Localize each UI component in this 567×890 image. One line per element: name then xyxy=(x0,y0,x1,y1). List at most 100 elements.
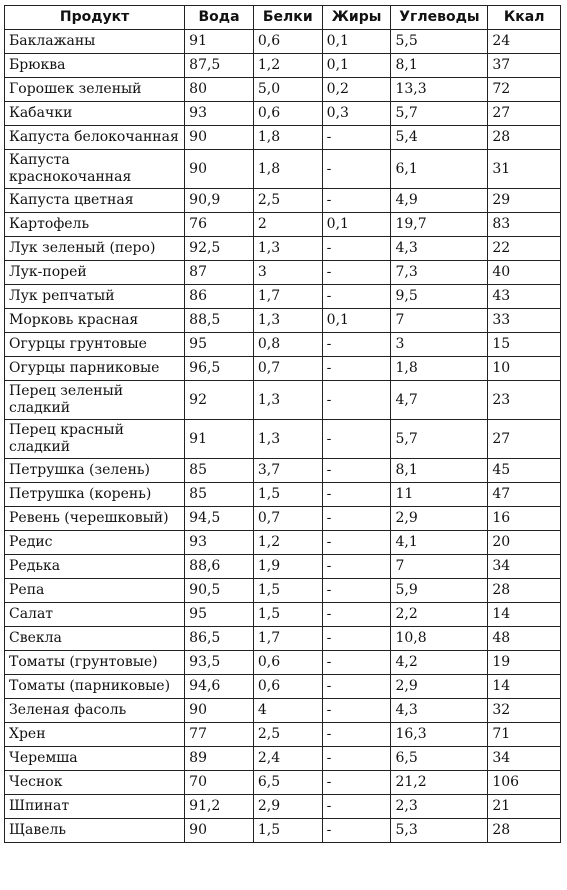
cell-product: Баклажаны xyxy=(3,29,186,54)
table-row: Шпинат 91,2 2,9-2,3 21 xyxy=(3,794,561,819)
cell-protein: 0,6 xyxy=(252,650,323,675)
cell-protein: 0,6 xyxy=(252,674,323,699)
table-row: Свекла 86,5 1,7-10,8 48 xyxy=(3,626,561,651)
cell-water: 94,5 xyxy=(184,506,254,531)
cell-carbs: 2,2 xyxy=(390,602,489,627)
cell-protein: 1,3 xyxy=(252,419,323,459)
cell-carbs: 2,9 xyxy=(390,674,489,699)
cell-product: Картофель xyxy=(3,212,186,237)
cell-fat: - xyxy=(321,722,392,747)
cell-fat: - xyxy=(321,554,392,579)
cell-kcal: 28 xyxy=(487,578,561,603)
cell-water: 92 xyxy=(184,380,254,420)
cell-protein: 3 xyxy=(252,260,323,285)
cell-protein: 1,8 xyxy=(252,149,323,189)
cell-carbs: 7,3 xyxy=(390,260,489,285)
cell-fat: - xyxy=(321,506,392,531)
cell-product: Редис xyxy=(3,530,186,555)
cell-carbs: 9,5 xyxy=(390,284,489,309)
cell-water: 91 xyxy=(184,419,254,459)
table-row: Лук-порей 87 3-7,3 40 xyxy=(3,260,561,285)
table-row: Картофель 76 2 0,1 19,7 83 xyxy=(3,212,561,237)
cell-protein: 2,5 xyxy=(252,722,323,747)
cell-water: 90 xyxy=(184,149,254,189)
cell-carbs: 5,3 xyxy=(390,818,489,843)
cell-protein: 1,5 xyxy=(252,602,323,627)
cell-water: 90 xyxy=(184,125,254,150)
cell-kcal: 14 xyxy=(487,674,561,699)
cell-kcal: 71 xyxy=(487,722,561,747)
cell-water: 90,5 xyxy=(184,578,254,603)
cell-kcal: 27 xyxy=(487,419,561,459)
cell-protein: 1,3 xyxy=(252,380,323,420)
cell-water: 90,9 xyxy=(184,188,254,213)
table-row: Баклажаны 91 0,6 0,1 5,5 24 xyxy=(3,29,561,54)
cell-carbs: 5,4 xyxy=(390,125,489,150)
cell-protein: 1,2 xyxy=(252,53,323,78)
cell-fat: - xyxy=(321,188,392,213)
cell-fat: - xyxy=(321,818,392,843)
cell-carbs: 13,3 xyxy=(390,77,489,102)
cell-carbs: 8,1 xyxy=(390,53,489,78)
cell-kcal: 14 xyxy=(487,602,561,627)
cell-fat: - xyxy=(321,332,392,357)
table-row: Томаты (парниковые) 94,6 0,6-2,9 14 xyxy=(3,674,561,699)
cell-water: 77 xyxy=(184,722,254,747)
cell-protein: 1,3 xyxy=(252,308,323,333)
header-row: Продукт Вода Белки Жиры Углеводы Ккал xyxy=(3,5,561,30)
cell-carbs: 5,5 xyxy=(390,29,489,54)
cell-fat: 0,1 xyxy=(321,212,392,237)
table-row: Редис 93 1,2-4,1 20 xyxy=(3,530,561,555)
cell-fat: - xyxy=(321,125,392,150)
cell-kcal: 28 xyxy=(487,125,561,150)
cell-kcal: 21 xyxy=(487,794,561,819)
cell-water: 91,2 xyxy=(184,794,254,819)
cell-fat: - xyxy=(321,602,392,627)
table-row: Огурцы грунтовые 95 0,8-3 15 xyxy=(3,332,561,357)
cell-fat: - xyxy=(321,380,392,420)
cell-fat: - xyxy=(321,260,392,285)
table-row: Редька 88,6 1,9-7 34 xyxy=(3,554,561,579)
header-water: Вода xyxy=(184,5,254,30)
table-row: Хрен 77 2,5-16,3 71 xyxy=(3,722,561,747)
cell-product: Лук репчатый xyxy=(3,284,186,309)
cell-protein: 1,9 xyxy=(252,554,323,579)
cell-kcal: 48 xyxy=(487,626,561,651)
cell-protein: 2,4 xyxy=(252,746,323,771)
cell-product: Капуста цветная xyxy=(3,188,186,213)
cell-protein: 1,7 xyxy=(252,626,323,651)
cell-water: 95 xyxy=(184,602,254,627)
cell-water: 80 xyxy=(184,77,254,102)
cell-water: 90 xyxy=(184,698,254,723)
cell-fat: - xyxy=(321,530,392,555)
table-row: Лук репчатый 86 1,7-9,5 43 xyxy=(3,284,561,309)
cell-fat: 0,3 xyxy=(321,101,392,126)
cell-protein: 1,2 xyxy=(252,530,323,555)
cell-product: Томаты (грунтовые) xyxy=(3,650,186,675)
table-row: Ревень (черешковый) 94,5 0,7-2,9 16 xyxy=(3,506,561,531)
table-row: Перец красный сладкий 91 1,3-5,7 27 xyxy=(3,419,561,459)
cell-product: Брюква xyxy=(3,53,186,78)
header-product: Продукт xyxy=(3,5,186,30)
cell-product: Репа xyxy=(3,578,186,603)
table-row: Лук зеленый (перо) 92,5 1,3-4,3 22 xyxy=(3,236,561,261)
table-row: Горошек зеленый 80 5,0 0,2 13,3 72 xyxy=(3,77,561,102)
cell-carbs: 2,3 xyxy=(390,794,489,819)
cell-fat: - xyxy=(321,419,392,459)
cell-water: 87,5 xyxy=(184,53,254,78)
cell-product: Горошек зеленый xyxy=(3,77,186,102)
cell-fat: - xyxy=(321,236,392,261)
cell-carbs: 6,5 xyxy=(390,746,489,771)
cell-carbs: 10,8 xyxy=(390,626,489,651)
cell-carbs: 19,7 xyxy=(390,212,489,237)
cell-kcal: 37 xyxy=(487,53,561,78)
table-row: Капуста белокочанная 90 1,8-5,4 28 xyxy=(3,125,561,150)
cell-product: Томаты (парниковые) xyxy=(3,674,186,699)
cell-carbs: 4,7 xyxy=(390,380,489,420)
table-row: Томаты (грунтовые) 93,5 0,6-4,2 19 xyxy=(3,650,561,675)
cell-protein: 1,5 xyxy=(252,818,323,843)
cell-product: Ревень (черешковый) xyxy=(3,506,186,531)
cell-product: Черемша xyxy=(3,746,186,771)
cell-carbs: 11 xyxy=(390,482,489,507)
cell-protein: 1,5 xyxy=(252,578,323,603)
